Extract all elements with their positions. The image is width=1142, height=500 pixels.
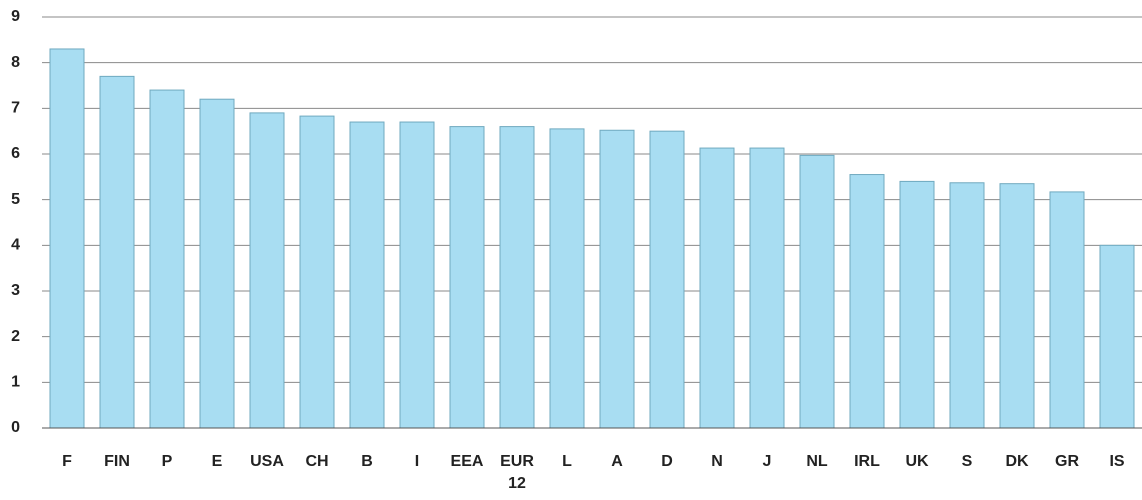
bar [49, 48, 85, 429]
y-tick-label: 6 [11, 145, 20, 162]
bar [299, 115, 335, 429]
x-tick-label: NL [806, 453, 828, 470]
bar [749, 147, 785, 429]
y-tick-label: 0 [11, 419, 20, 436]
bar [1099, 244, 1135, 429]
bar [349, 121, 385, 429]
x-tick-label: EEA [450, 453, 484, 470]
y-tick-label: 8 [11, 54, 20, 71]
bar [249, 112, 285, 429]
x-tick-label: FIN [104, 453, 130, 470]
bar [499, 126, 535, 429]
bar [399, 121, 435, 429]
x-tick-label: P [161, 453, 173, 470]
bar [199, 98, 235, 429]
y-tick-label: 9 [11, 8, 20, 25]
bar [899, 180, 935, 429]
x-tick-label: D [661, 453, 673, 470]
bar [599, 129, 635, 429]
bar [449, 126, 485, 429]
bar [849, 174, 885, 429]
bar [949, 182, 985, 429]
x-tick-label: I [414, 453, 420, 470]
x-tick-label: DK [1005, 453, 1029, 470]
bar [1049, 191, 1085, 429]
y-tick-label: 2 [11, 328, 20, 345]
x-tick-label: IRL [854, 453, 880, 470]
bar [649, 130, 685, 429]
x-tick-label: EUR 12 [500, 453, 534, 492]
y-tick-label: 7 [11, 100, 20, 117]
bar [799, 154, 835, 429]
bar [699, 147, 735, 429]
x-tick-label: B [361, 453, 373, 470]
bar [999, 183, 1035, 429]
y-tick-label: 3 [11, 282, 20, 299]
x-tick-label: L [562, 453, 572, 470]
x-tick-label: UK [905, 453, 929, 470]
y-tick-label: 1 [11, 374, 20, 391]
x-tick-label: N [711, 453, 723, 470]
bar [149, 89, 185, 429]
x-tick-label: J [762, 453, 772, 470]
x-tick-label: GR [1055, 453, 1079, 470]
y-tick-label: 5 [11, 191, 20, 208]
x-tick-label: CH [305, 453, 329, 470]
x-tick-label: F [62, 453, 72, 470]
x-tick-label: S [961, 453, 973, 470]
x-tick-label: E [211, 453, 223, 470]
x-tick-label: A [611, 453, 623, 470]
x-tick-label: USA [250, 453, 284, 470]
bar [99, 75, 135, 429]
bar [549, 128, 585, 429]
x-tick-label: IS [1109, 453, 1125, 470]
y-tick-label: 4 [11, 237, 20, 254]
